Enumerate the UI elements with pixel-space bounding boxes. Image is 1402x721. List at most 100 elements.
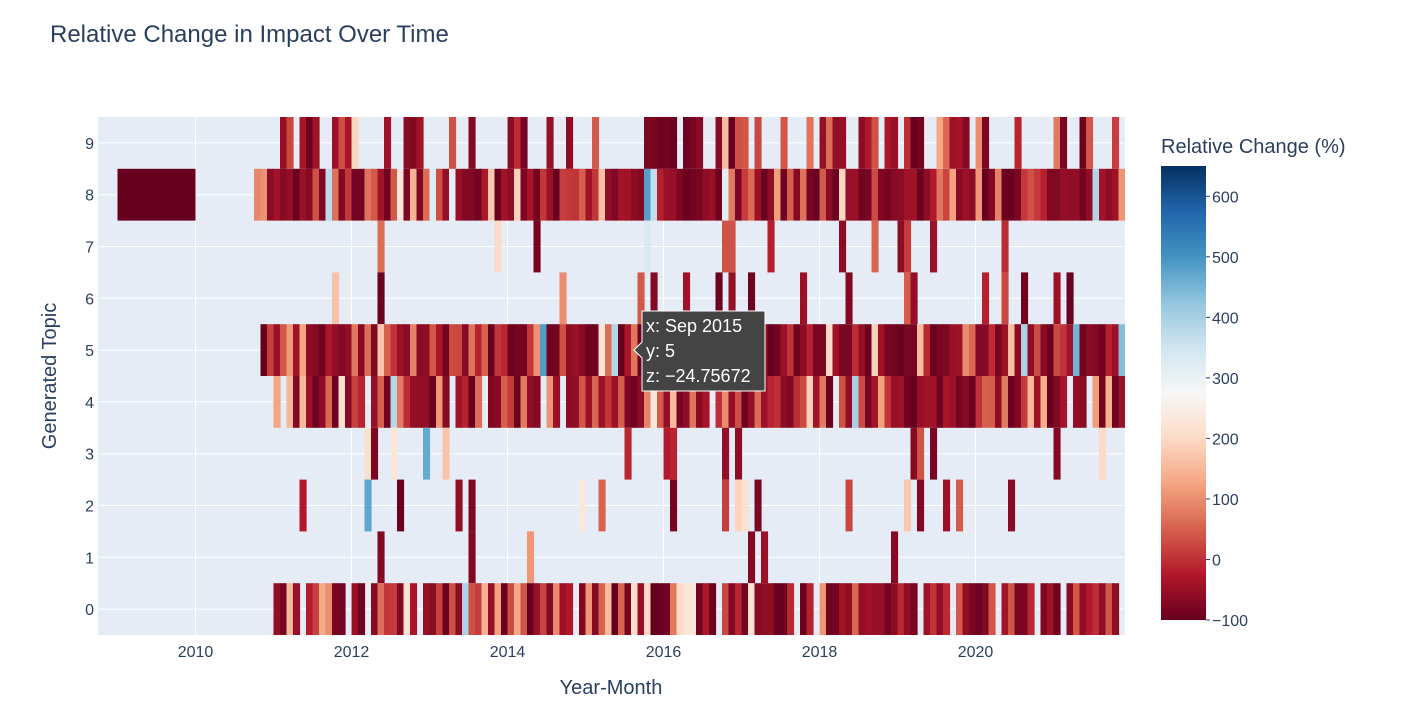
heatmap-cell bbox=[273, 324, 281, 376]
heatmap-cell bbox=[332, 324, 340, 376]
heatmap-cell bbox=[936, 168, 944, 221]
heatmap-cell bbox=[904, 220, 912, 273]
heatmap-cell bbox=[741, 583, 749, 635]
heatmap-cell bbox=[267, 168, 275, 221]
heatmap-cell bbox=[949, 376, 957, 428]
heatmap-cell bbox=[442, 376, 450, 428]
heatmap-cell bbox=[787, 168, 795, 221]
heatmap-cell bbox=[728, 376, 736, 428]
heatmap-cell bbox=[1053, 117, 1061, 169]
heatmap-cell bbox=[904, 479, 912, 532]
heatmap-cell bbox=[741, 479, 749, 532]
heatmap-cell bbox=[1021, 583, 1029, 635]
heatmap-cell bbox=[884, 376, 892, 428]
x-tick-label: 2018 bbox=[802, 644, 838, 661]
heatmap-cell bbox=[800, 272, 808, 325]
heatmap-cell bbox=[891, 168, 899, 221]
heatmap-cell bbox=[956, 376, 964, 428]
heatmap-cell bbox=[1008, 324, 1016, 376]
heatmap-cell bbox=[975, 324, 983, 376]
heatmap-cell bbox=[514, 168, 522, 221]
heatmap-cell bbox=[865, 583, 873, 635]
heatmap-cell bbox=[540, 168, 548, 221]
heatmap-cell bbox=[403, 324, 411, 376]
hover-tooltip: x: Sep 2015 y: 5 z: −24.75672 bbox=[633, 310, 766, 392]
heatmap-cell bbox=[377, 376, 385, 428]
heatmap-cell bbox=[936, 376, 944, 428]
heatmap-cell bbox=[709, 583, 717, 635]
heatmap-cell bbox=[839, 220, 847, 273]
heatmap-cell bbox=[949, 168, 957, 221]
heatmap-cell bbox=[878, 376, 886, 428]
x-tick-label: 2014 bbox=[490, 644, 526, 661]
heatmap-cell bbox=[962, 324, 970, 376]
heatmap-cell bbox=[696, 376, 704, 428]
heatmap-cell bbox=[358, 168, 366, 221]
heatmap-cell bbox=[481, 168, 489, 221]
heatmap-cell bbox=[910, 427, 918, 480]
heatmap-cell bbox=[871, 583, 879, 635]
heatmap-cell bbox=[1001, 272, 1009, 325]
heatmap-cell bbox=[436, 324, 444, 376]
heatmap-cell bbox=[553, 376, 561, 428]
heatmap-cell bbox=[663, 427, 671, 480]
heatmap-cell bbox=[689, 168, 697, 221]
heatmap-cell bbox=[299, 324, 307, 376]
heatmap-cell bbox=[371, 168, 379, 221]
heatmap-cell bbox=[488, 324, 496, 376]
heatmap-cell bbox=[839, 324, 847, 376]
heatmap-cell bbox=[546, 324, 554, 376]
heatmap-cell bbox=[455, 324, 463, 376]
heatmap-cell bbox=[527, 376, 535, 428]
heatmap-cell bbox=[338, 376, 346, 428]
heatmap-cell bbox=[390, 376, 398, 428]
heatmap-cell bbox=[1034, 168, 1042, 221]
heatmap-cell bbox=[1086, 324, 1094, 376]
heatmap-cell bbox=[683, 583, 691, 635]
heatmap-cell bbox=[650, 272, 658, 325]
heatmap-cell bbox=[930, 427, 938, 480]
heatmap-cell bbox=[624, 168, 632, 221]
heatmap-cell bbox=[748, 376, 756, 428]
heatmap-cell bbox=[728, 272, 736, 325]
heatmap-cell bbox=[1066, 324, 1074, 376]
heatmap-cell bbox=[852, 168, 860, 221]
heatmap-cell bbox=[930, 376, 938, 428]
heatmap-cell bbox=[975, 583, 983, 635]
heatmap-cell bbox=[332, 376, 340, 428]
heatmap-cell bbox=[767, 376, 775, 428]
heatmap-cell bbox=[527, 583, 535, 635]
colorbar-gradient bbox=[1161, 166, 1206, 620]
heatmap-cell bbox=[286, 376, 294, 428]
heatmap-cell bbox=[696, 583, 704, 635]
heatmap-cell bbox=[507, 168, 515, 221]
heatmap-cell bbox=[611, 324, 619, 376]
heatmap-cell bbox=[455, 376, 463, 428]
heatmap-cell bbox=[1086, 168, 1094, 221]
heatmap-cell bbox=[748, 168, 756, 221]
heatmap-cell bbox=[1053, 427, 1061, 480]
heatmap-cell bbox=[351, 117, 359, 169]
heatmap-cell bbox=[1079, 376, 1087, 428]
heatmap-cell bbox=[319, 324, 327, 376]
heatmap-cell bbox=[1014, 324, 1022, 376]
heatmap-cell bbox=[982, 324, 990, 376]
heatmap-cell bbox=[715, 168, 723, 221]
heatmap-cell bbox=[1086, 583, 1094, 635]
heatmap-cell bbox=[949, 117, 957, 169]
tooltip-z: z: −24.75672 bbox=[646, 366, 751, 386]
heatmap-cell bbox=[728, 117, 736, 169]
heatmap-cell bbox=[982, 168, 990, 221]
heatmap-cell bbox=[1060, 168, 1068, 221]
heatmap-cell bbox=[871, 376, 879, 428]
heatmap-cell bbox=[312, 168, 320, 221]
heatmap-cell bbox=[917, 324, 925, 376]
heatmap-cell bbox=[559, 324, 567, 376]
heatmap-cell bbox=[540, 583, 548, 635]
heatmap-cell bbox=[514, 117, 522, 169]
heatmap-cell bbox=[1040, 583, 1048, 635]
heatmap-cell bbox=[429, 583, 437, 635]
heatmap-cell bbox=[774, 168, 782, 221]
heatmap-cell bbox=[761, 583, 769, 635]
